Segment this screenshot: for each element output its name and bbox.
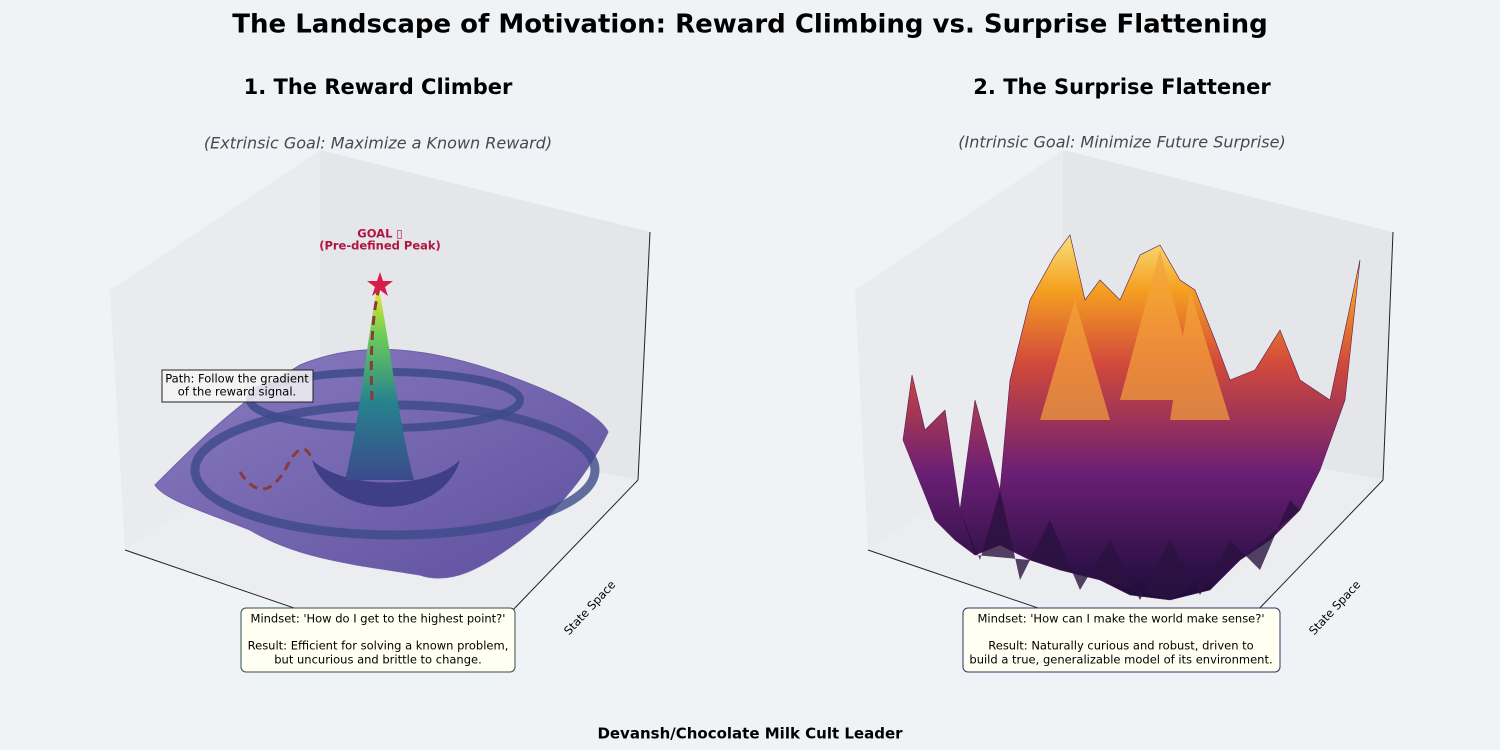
mindset-text: build a true, generalizable model of its… bbox=[969, 653, 1272, 667]
mindset-box bbox=[962, 607, 1281, 673]
goal-star bbox=[367, 272, 393, 296]
surface-troughs bbox=[960, 490, 1300, 600]
mindset-text: Mindset: 'How do I get to the highest po… bbox=[251, 612, 506, 626]
mindset-box bbox=[240, 607, 516, 673]
left-panel: GOAL ▯ (Pre-defined Peak) Path: Follow t… bbox=[110, 75, 651, 673]
panel-subtitle: (Intrinsic Goal: Minimize Future Surpris… bbox=[958, 133, 1285, 152]
path-note: Path: Follow the gradient bbox=[165, 372, 309, 386]
axis-line bbox=[637, 231, 651, 481]
mindset-text: Mindset: 'How can I make the world make … bbox=[977, 612, 1264, 626]
gradient-path bbox=[238, 284, 382, 491]
goal-label: (Pre-defined Peak) bbox=[319, 239, 441, 253]
axis-line bbox=[1382, 231, 1394, 481]
footer: Devansh/Chocolate Milk Cult Leader bbox=[597, 725, 903, 743]
surprise-surface bbox=[902, 234, 1361, 601]
surface-peaks bbox=[1040, 250, 1230, 420]
path-note: of the reward signal. bbox=[178, 385, 296, 399]
mindset-text: but uncurious and brittle to change. bbox=[274, 653, 481, 667]
right-panel: State Space 2. The Surprise Flattener (I… bbox=[855, 75, 1394, 673]
goal-label: GOAL ▯ bbox=[357, 227, 402, 241]
mindset-text: Result: Naturally curious and robust, dr… bbox=[988, 639, 1253, 653]
ripple-trough bbox=[312, 460, 460, 507]
reward-peak bbox=[345, 285, 414, 480]
figure-title: The Landscape of Motivation: Reward Clim… bbox=[232, 10, 1267, 40]
panel-subtitle: (Extrinsic Goal: Maximize a Known Reward… bbox=[204, 134, 552, 153]
panel-title: 2. The Surprise Flattener bbox=[973, 75, 1271, 99]
path-note-box bbox=[161, 369, 314, 403]
panel-title: 1. The Reward Climber bbox=[244, 75, 513, 99]
mindset-text: Result: Efficient for solving a known pr… bbox=[248, 639, 509, 653]
